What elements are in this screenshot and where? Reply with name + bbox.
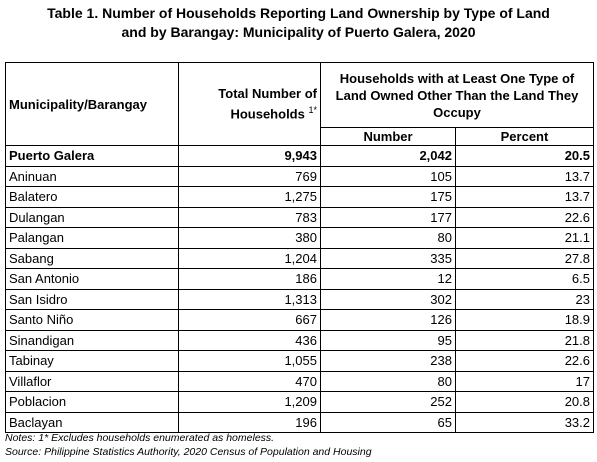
table-cell: 65 <box>320 411 456 433</box>
table-cell: 2,042 <box>320 145 456 167</box>
header-cell: Total Number of Households 1* <box>178 62 321 146</box>
table-cell: Baclayan <box>5 411 179 433</box>
title: Table 1. Number of Households Reporting … <box>0 4 597 42</box>
table-cell: Villaflor <box>5 370 179 392</box>
table-cell: 105 <box>320 165 456 187</box>
table-cell: 22.6 <box>455 206 594 228</box>
table-cell: 335 <box>320 247 456 269</box>
table-cell: 95 <box>320 329 456 351</box>
header-cell: Municipality/Barangay <box>5 62 179 146</box>
table-cell: Poblacion <box>5 391 179 413</box>
table-cell: 238 <box>320 350 456 372</box>
table-cell: 20.5 <box>455 145 594 167</box>
footnote-mark: 1* <box>308 105 317 116</box>
table-cell: 302 <box>320 288 456 310</box>
table-cell: Dulangan <box>5 206 179 228</box>
table-cell: San Isidro <box>5 288 179 310</box>
table-cell: 1,275 <box>178 186 321 208</box>
table-row: Aninuan 769 105 13.7 <box>5 165 594 187</box>
table-cell: Aninuan <box>5 165 179 187</box>
table-cell: 6.5 <box>455 268 594 290</box>
table-cell: Sinandigan <box>5 329 179 351</box>
table-row: San Isidro 1,313 302 23 <box>5 288 594 310</box>
header-text: Total Number of Households <box>218 86 317 122</box>
table-cell: 126 <box>320 309 456 331</box>
table-cell: 22.6 <box>455 350 594 372</box>
table-cell: 1,204 <box>178 247 321 269</box>
table-row: Puerto Galera 9,943 2,042 20.5 <box>5 145 594 167</box>
table-row: Poblacion 1,209 252 20.8 <box>5 391 594 413</box>
table-cell: 17 <box>455 370 594 392</box>
table-row: Palangan 380 80 21.1 <box>5 227 594 249</box>
table-row: Tabinay 1,055 238 22.6 <box>5 350 594 372</box>
notes: Notes: 1* Excludes households enumerated… <box>5 431 372 459</box>
table-cell: 1,313 <box>178 288 321 310</box>
note: Notes: 1* Excludes households enumerated… <box>5 432 275 444</box>
table-cell: 380 <box>178 227 321 249</box>
table-cell: 196 <box>178 411 321 433</box>
table-cell: 175 <box>320 186 456 208</box>
note: Source: Philippine Statistics Authority,… <box>5 446 372 458</box>
header-cell: Number <box>320 127 456 146</box>
header-cell: Households with at Least One Type of Lan… <box>320 62 594 128</box>
table-cell: Puerto Galera <box>5 145 179 167</box>
table-cell: 252 <box>320 391 456 413</box>
table-row: Santo Niño 667 126 18.9 <box>5 309 594 331</box>
table-cell: 20.8 <box>455 391 594 413</box>
table-row: Dulangan 783 177 22.6 <box>5 206 594 228</box>
table-cell: 80 <box>320 227 456 249</box>
table-cell: Palangan <box>5 227 179 249</box>
table-cell: 436 <box>178 329 321 351</box>
table-cell: 80 <box>320 370 456 392</box>
table-cell: 1,209 <box>178 391 321 413</box>
table-cell: 33.2 <box>455 411 594 433</box>
table-cell: Santo Niño <box>5 309 179 331</box>
table-row: Balatero 1,275 175 13.7 <box>5 186 594 208</box>
table-cell: 667 <box>178 309 321 331</box>
table-row: Sinandigan 436 95 21.8 <box>5 329 594 351</box>
table-cell: 1,055 <box>178 350 321 372</box>
table-cell: 9,943 <box>178 145 321 167</box>
table-cell: 21.1 <box>455 227 594 249</box>
table-body: Puerto Galera 9,943 2,042 20.5 Aninuan 769 105… <box>5 145 594 433</box>
table-cell: Balatero <box>5 186 179 208</box>
table: Municipality/Barangay Total Number of Ho… <box>5 62 594 433</box>
table-cell: 27.8 <box>455 247 594 269</box>
table-cell: Tabinay <box>5 350 179 372</box>
table-cell: 12 <box>320 268 456 290</box>
table-row: Villaflor 470 80 17 <box>5 370 594 392</box>
title-line: Table 1. Number of Households Reporting … <box>47 5 550 21</box>
table-cell: 783 <box>178 206 321 228</box>
table-cell: 186 <box>178 268 321 290</box>
table-cell: 177 <box>320 206 456 228</box>
title-line: and by Barangay: Municipality of Puerto … <box>121 24 476 40</box>
table-cell: 18.9 <box>455 309 594 331</box>
table-cell: Sabang <box>5 247 179 269</box>
table-cell: 23 <box>455 288 594 310</box>
table-cell: 13.7 <box>455 186 594 208</box>
table-cell: 769 <box>178 165 321 187</box>
table-cell: 13.7 <box>455 165 594 187</box>
table-row: San Antonio 186 12 6.5 <box>5 268 594 290</box>
table-cell: 470 <box>178 370 321 392</box>
header-cell: Percent <box>455 127 594 146</box>
table-cell: 21.8 <box>455 329 594 351</box>
table-cell: San Antonio <box>5 268 179 290</box>
table-row: Sabang 1,204 335 27.8 <box>5 247 594 269</box>
table-row: Baclayan 196 65 33.2 <box>5 411 594 433</box>
